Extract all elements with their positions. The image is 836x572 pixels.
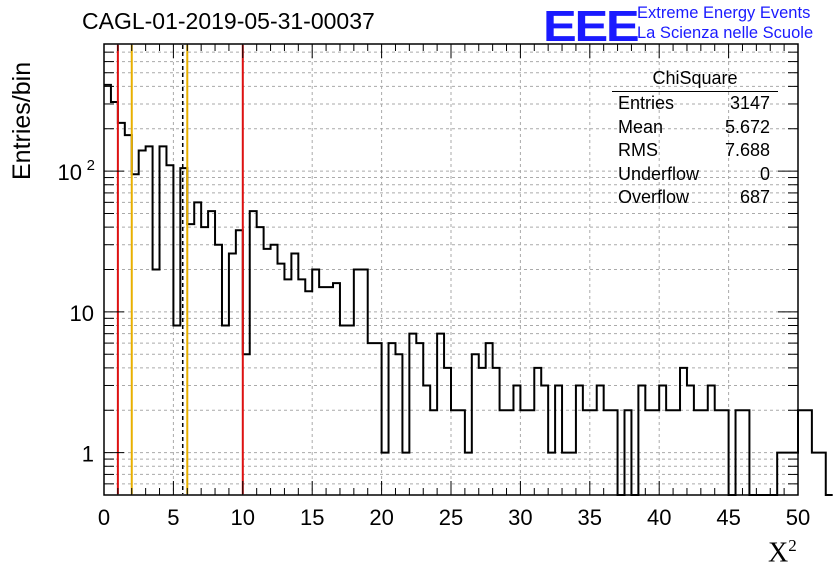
logo-line-1: Extreme Energy Events: [637, 4, 811, 22]
x-tick-label: 25: [439, 505, 463, 530]
stats-row: Mean 5.672: [618, 116, 770, 137]
stats-box: ChiSquare Entries 3147 Mean 5.672 RMS 7.688…: [610, 68, 778, 210]
stats-row: Underflow 0: [618, 163, 770, 184]
axis-ticks: [103, 43, 799, 496]
y-tick-label: 1: [82, 442, 94, 467]
stats-row: Entries 3147: [618, 93, 770, 113]
chart-title: CAGL-01-2019-05-31-00037: [82, 8, 375, 34]
stats-row: RMS 7.688: [618, 140, 770, 160]
x-tick-label: 50: [786, 505, 810, 530]
x-tick-label: 35: [578, 505, 602, 530]
x-tick-label: 5: [167, 505, 179, 530]
x-tick-label: 20: [369, 505, 393, 530]
y-tick-label: 10: [58, 160, 82, 185]
stats-title: ChiSquare: [612, 68, 778, 92]
histogram-step-line: [104, 83, 833, 496]
logo-line-2: La Scienza nelle Scuole: [637, 24, 814, 42]
y-tick-label: 10: [70, 301, 94, 326]
y-axis-label: Entries/bin: [8, 61, 36, 180]
x-tick-label: 30: [508, 505, 532, 530]
eee-logo: EEE: [543, 2, 640, 51]
x-tick-label: 15: [300, 505, 324, 530]
reference-lines: [116, 45, 244, 494]
x-tick-label: 10: [231, 505, 255, 530]
stats-row: Overflow 687: [618, 187, 770, 207]
x-tick-label: 0: [98, 505, 110, 530]
tick-labels: 0 5 10 15 20 25 30 35 40 45 50 1 10 10 2: [58, 157, 811, 530]
x-axis-label: X2: [768, 536, 797, 569]
grid-lines: [104, 43, 798, 496]
histogram-bars: [104, 83, 833, 496]
y-tick-label-exponent: 2: [87, 157, 95, 174]
x-tick-label: 40: [647, 505, 671, 530]
x-tick-label: 45: [716, 505, 740, 530]
